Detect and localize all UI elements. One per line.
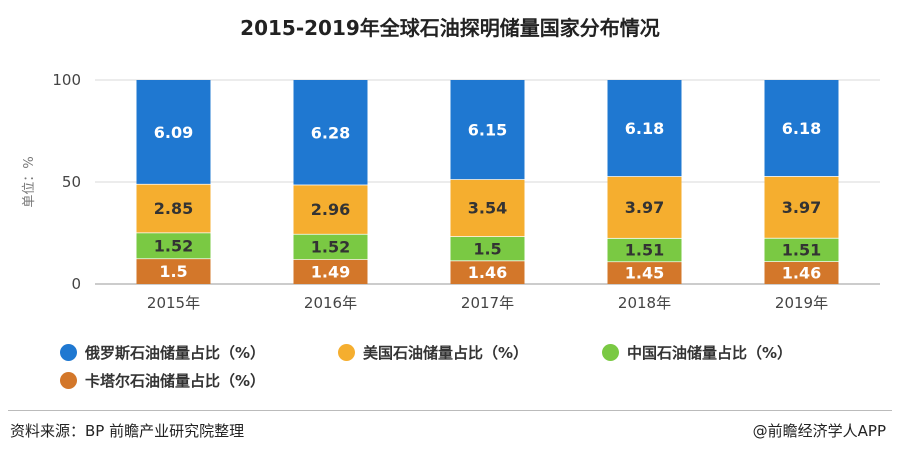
legend-swatch: [602, 344, 619, 361]
legend-item: 俄罗斯石油储量占比（%）: [60, 342, 265, 363]
y-axis-label: 单位：%: [22, 156, 37, 207]
data-label: 1.51: [625, 241, 664, 260]
legend-swatch: [60, 344, 77, 361]
bar-stack: 1.46 1.51 3.97 6.18: [764, 80, 839, 284]
footer-divider: [8, 410, 892, 411]
bar-segment: [136, 183, 211, 233]
legend-swatch: [60, 372, 77, 389]
bar-segment: [450, 236, 525, 261]
y-tick-label: 0: [71, 275, 81, 293]
bar-segment: [764, 261, 839, 284]
bar-stack: 1.46 1.5 3.54 6.15: [450, 80, 525, 284]
data-label: 6.15: [468, 121, 507, 140]
chart-title: 2015-2019年全球石油探明储量国家分布情况: [240, 16, 660, 40]
bar-stack: 1.49 1.52 2.96 6.28: [293, 80, 368, 284]
x-tick-label: 2016年: [304, 294, 357, 312]
bar-segment: [450, 80, 525, 180]
bar-stack: 1.45 1.51 3.97 6.18: [607, 80, 682, 284]
bar-segment: [136, 80, 211, 184]
data-label: 6.09: [154, 123, 193, 142]
legend-label: 俄罗斯石油储量占比（%）: [85, 344, 266, 362]
data-label: 6.18: [625, 119, 664, 138]
data-label: 1.52: [311, 238, 350, 257]
data-label: 6.28: [311, 123, 350, 142]
x-axis-ticks: 2015年 2016年 2017年 2018年 2019年: [147, 294, 828, 312]
data-label: 6.18: [782, 119, 821, 138]
data-label: 3.97: [782, 198, 821, 217]
data-label: 1.46: [468, 263, 507, 282]
data-label: 2.85: [154, 199, 193, 218]
y-tick-label: 50: [62, 173, 81, 191]
bar-segment: [293, 233, 368, 260]
data-label: 3.97: [625, 198, 664, 217]
x-tick-label: 2018年: [618, 294, 671, 312]
bar-segment: [293, 259, 368, 284]
bar-segment: [607, 80, 682, 177]
data-label: 1.5: [159, 262, 187, 281]
data-label: 1.45: [625, 264, 664, 283]
bar-segment: [293, 184, 368, 234]
bar-stack: 1.5 1.52 2.85 6.09: [136, 80, 211, 284]
data-label: 1.5: [473, 239, 501, 258]
legend-item: 中国石油储量占比（%）: [602, 342, 792, 363]
legend-swatch: [338, 344, 355, 361]
bar-segment: [450, 179, 525, 237]
bars: 1.5 1.52 2.85 6.09 1.49 1.52 2.96 6.28 1.46 1.5 3.…: [136, 80, 839, 284]
data-label: 1.52: [154, 236, 193, 255]
source-note: 资料来源：BP 前瞻产业研究院整理: [10, 422, 245, 440]
legend-label: 卡塔尔石油储量占比（%）: [85, 372, 266, 390]
legend-item: 卡塔尔石油储量占比（%）: [60, 370, 265, 391]
legend-label: 美国石油储量占比（%）: [363, 344, 529, 362]
data-label: 2.96: [311, 200, 350, 219]
data-label: 1.46: [782, 264, 821, 283]
x-tick-label: 2015年: [147, 294, 200, 312]
credit-note: @前瞻经济学人APP: [752, 422, 886, 440]
legend-label: 中国石油储量占比（%）: [627, 344, 793, 362]
bar-segment: [136, 232, 211, 259]
bar-segment: [764, 176, 839, 238]
y-axis-label-group: 单位：%: [22, 156, 37, 207]
bar-segment: [607, 176, 682, 238]
bar-segment: [764, 80, 839, 177]
y-axis-ticks: 0 50 100: [52, 71, 81, 293]
data-label: 3.54: [468, 199, 507, 218]
x-tick-label: 2019年: [775, 294, 828, 312]
data-label: 1.49: [311, 263, 350, 282]
bar-segment: [607, 237, 682, 262]
legend-item: 美国石油储量占比（%）: [338, 342, 528, 363]
bar-segment: [764, 237, 839, 262]
bar-segment: [607, 261, 682, 284]
data-label: 1.51: [782, 241, 821, 260]
x-tick-label: 2017年: [461, 294, 514, 312]
y-tick-label: 100: [52, 71, 81, 89]
bar-segment: [136, 258, 211, 284]
bar-segment: [293, 80, 368, 185]
bar-segment: [450, 260, 525, 284]
